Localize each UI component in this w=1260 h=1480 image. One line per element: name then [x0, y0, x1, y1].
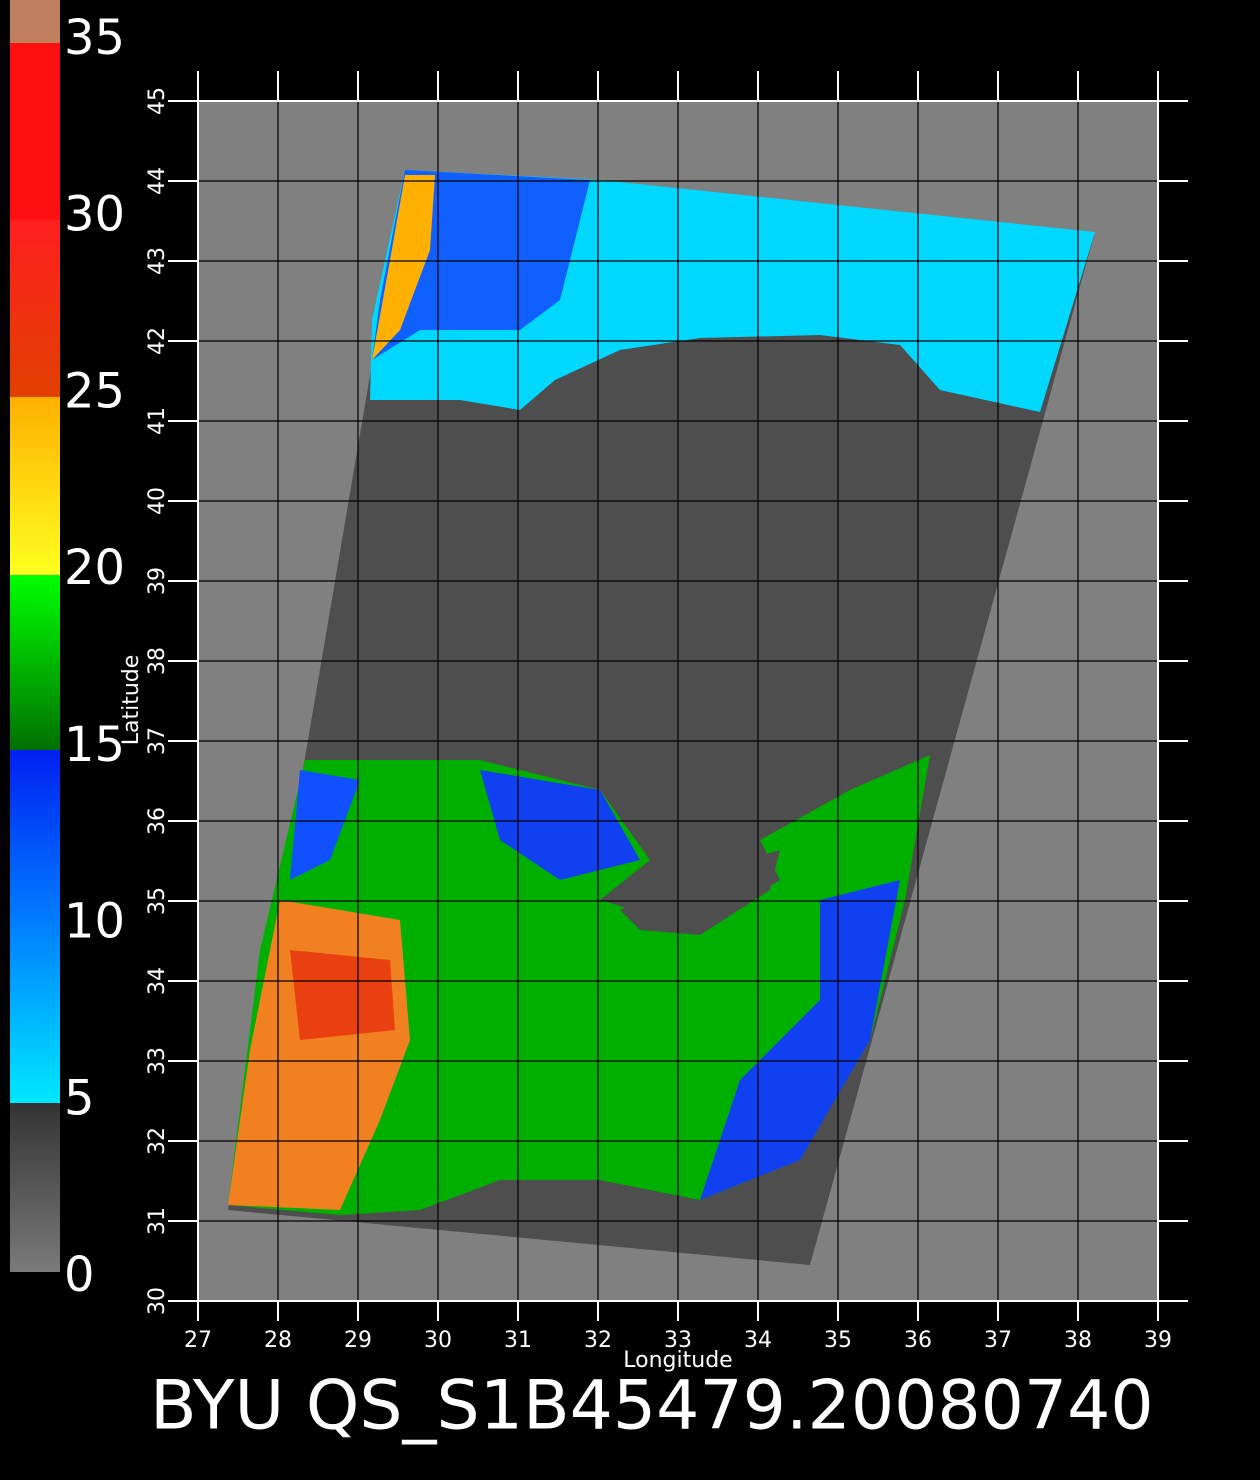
y-tick-label: 41: [145, 407, 170, 435]
y-tick-label: 44: [145, 167, 170, 195]
y-axis-title: Latitude: [119, 655, 144, 746]
y-tick-label: 45: [145, 87, 170, 115]
wind-field-south-blue: [480, 770, 640, 880]
colorbar: [10, 0, 60, 1272]
plot-frame: [197, 100, 1159, 1302]
y-tick-label: 31: [145, 1207, 170, 1235]
wind-field-north-coast: [372, 175, 435, 360]
colorbar-segment: [10, 0, 60, 43]
colorbar-segment: [10, 575, 60, 750]
colorbar-tick-label: 15: [64, 717, 125, 773]
x-tick-label: 39: [1144, 1328, 1172, 1353]
y-tick-label: 35: [145, 887, 170, 915]
wind-field-south-blue: [700, 880, 900, 1200]
colorbar-tick-label: 5: [64, 1070, 95, 1126]
y-tick-label: 43: [145, 247, 170, 275]
colorbar-tick-label: 10: [64, 894, 125, 950]
x-tick-label: 33: [664, 1328, 692, 1353]
y-tick-label: 38: [145, 647, 170, 675]
colorbar-tick-label: 30: [64, 187, 125, 243]
colorbar-tick-label: 35: [64, 10, 125, 66]
land: [620, 850, 780, 935]
y-tick-label: 32: [145, 1127, 170, 1155]
y-tick-label: 33: [145, 1047, 170, 1075]
x-tick-label: 29: [344, 1328, 372, 1353]
y-tick-label: 39: [145, 567, 170, 595]
y-tick-label: 36: [145, 807, 170, 835]
x-tick-label: 30: [424, 1328, 452, 1353]
x-tick-label: 31: [504, 1328, 532, 1353]
colorbar-segment: [10, 1103, 60, 1272]
x-tick-label: 36: [904, 1328, 932, 1353]
colorbar-tick-label: 0: [64, 1247, 95, 1303]
wind-field-south-blue: [290, 770, 360, 880]
y-tick-label: 40: [145, 487, 170, 515]
x-tick-label: 34: [744, 1328, 772, 1353]
colorbar-segment: [10, 397, 60, 575]
x-axis-title: Longitude: [623, 1348, 732, 1373]
colorbar-tick-label: 25: [64, 363, 125, 419]
y-tick-label: 34: [145, 967, 170, 995]
colorbar-segment: [10, 43, 60, 220]
colorbar-tick-label: 20: [64, 540, 125, 596]
x-tick-label: 37: [984, 1328, 1012, 1353]
colorbar-segment: [10, 750, 60, 1103]
x-tick-label: 27: [184, 1328, 212, 1353]
title: BYU QS_S1B45479.20080740: [150, 1367, 1154, 1446]
y-tick-label: 37: [145, 727, 170, 755]
grid: [168, 71, 1188, 1321]
x-tick-label: 35: [824, 1328, 852, 1353]
x-tick-label: 28: [264, 1328, 292, 1353]
colorbar-segment: [10, 220, 60, 397]
wind-field-south-red: [290, 950, 395, 1040]
x-tick-label: 38: [1064, 1328, 1092, 1353]
y-tick-label: 30: [145, 1287, 170, 1315]
x-tick-label: 32: [584, 1328, 612, 1353]
y-tick-label: 42: [145, 327, 170, 355]
